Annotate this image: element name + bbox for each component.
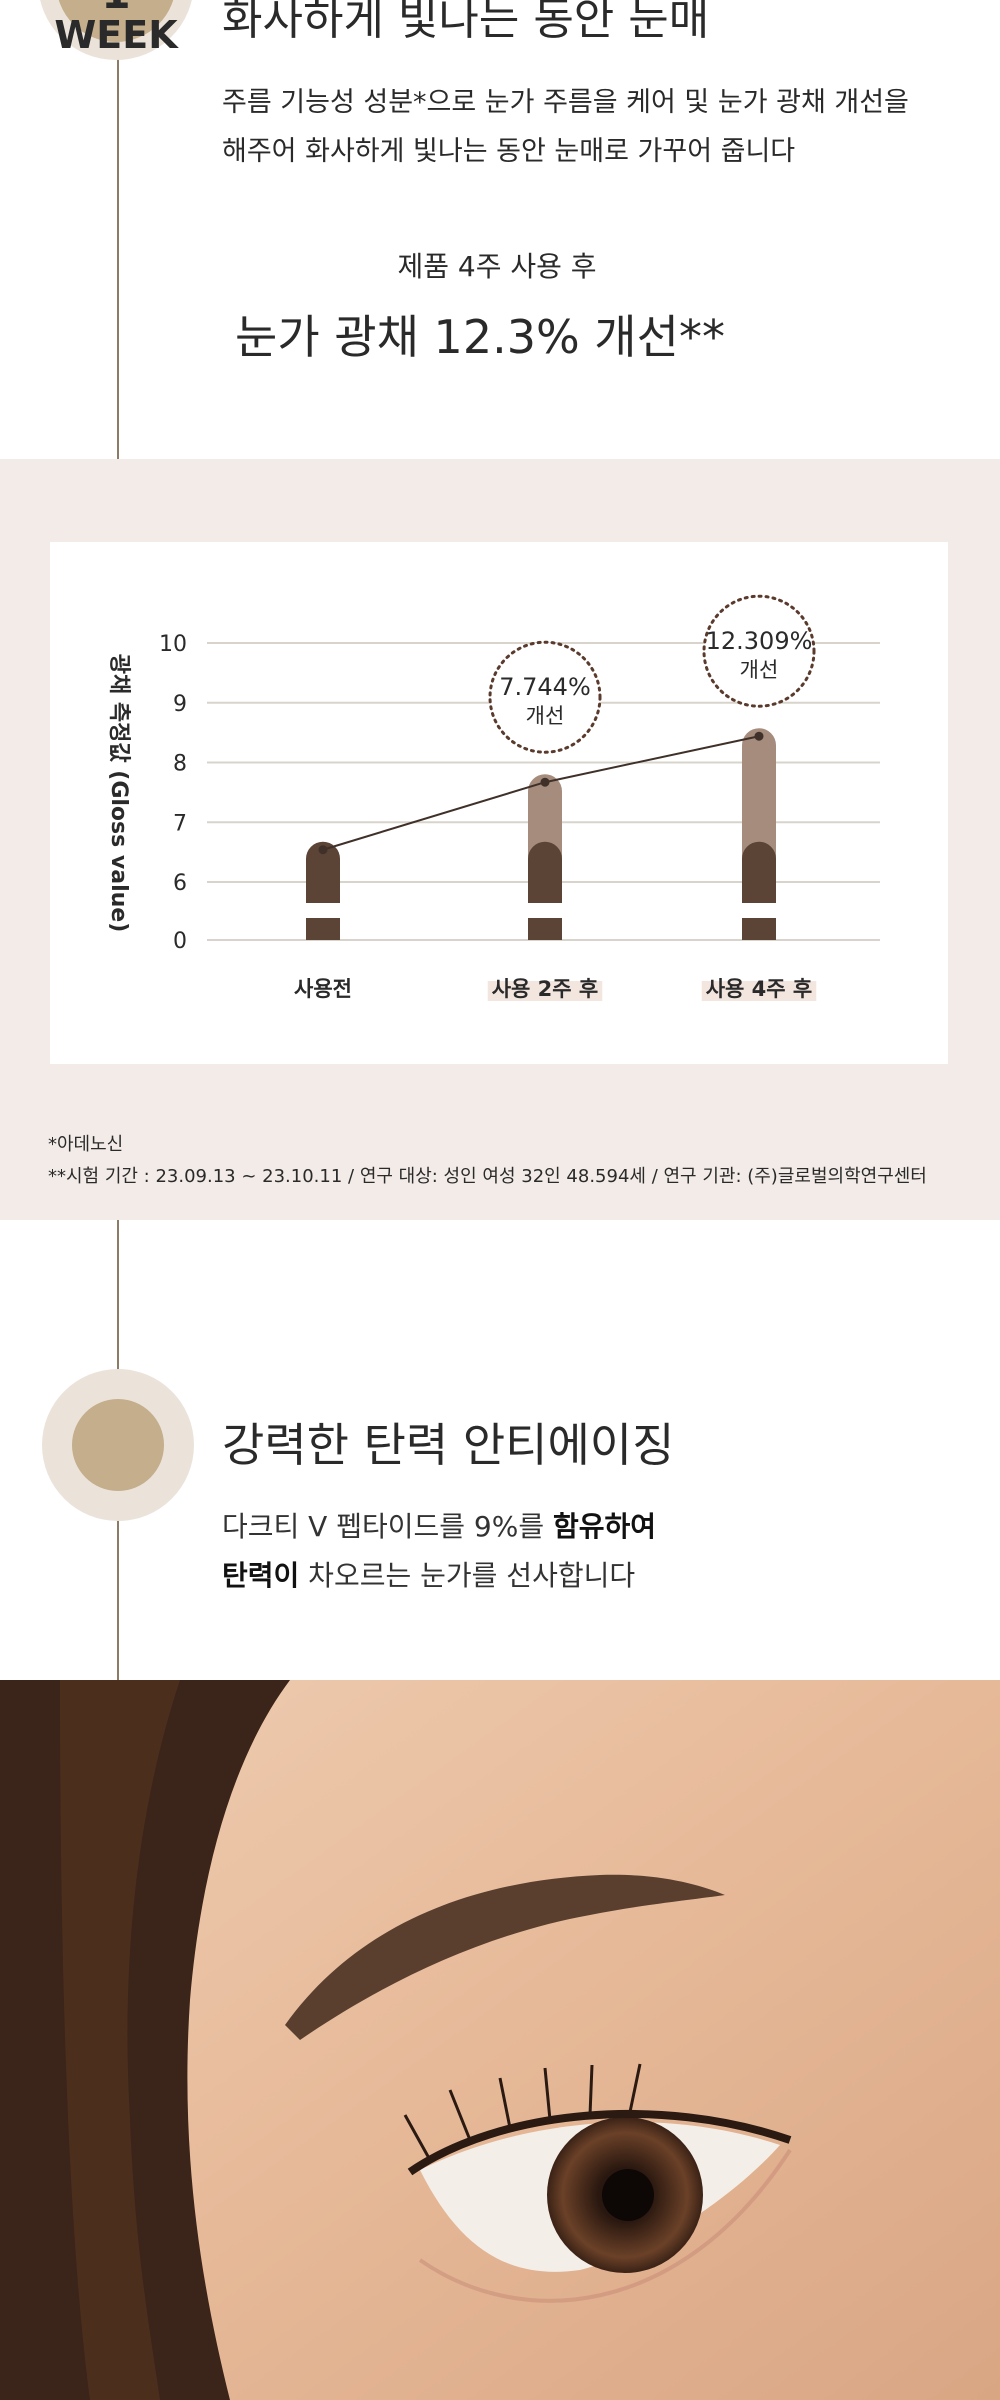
bar [306,841,340,903]
result-caption: 제품 4주 사용 후 [397,250,596,283]
callout-value: 12.309% [706,627,813,655]
text-segment: 함유하여 [553,1510,656,1543]
result-headline: 눈가 광채 12.3% 개선** [235,310,725,364]
point [540,777,550,787]
y-axis-label: 광채 측정값 (Gloss value) [106,654,131,933]
eye-photo [0,1680,1000,2400]
step-label: WEEK [54,13,179,57]
step-number: 1 [101,0,130,18]
y-tick-label: 0 [173,929,187,954]
point [318,845,328,855]
hero-title: 화사하게 빛나는 동안 눈매 [222,0,709,45]
footnote: **시험 기간 : 23.09.13 ~ 23.10.11 / 연구 대상: 성… [48,1166,927,1187]
x-tick-label: 사용 2주 후 [492,977,599,1001]
bar-stub [306,918,340,940]
hero-body: 해주어 화사하게 빛나는 동안 눈매로 가꾸어 줍니다 [222,136,795,167]
bar-base [528,841,562,903]
hero-body: 주름 기능성 성분*으로 눈가 주름을 케어 및 눈가 광채 개선을 [222,87,909,118]
point [754,731,764,741]
callout-text: 개선 [526,704,565,728]
text-segment: 차오르는 눈가를 선사합니다 [299,1559,635,1592]
bar-stub [528,918,562,940]
y-tick-label: 8 [173,752,187,777]
section-body: 탄력이 차오르는 눈가를 선사합니다 [222,1559,635,1592]
y-tick-label: 10 [159,632,187,657]
y-tick-label: 7 [173,811,187,836]
text-segment: 탄력이 [222,1559,299,1592]
footnote: *아데노신 [48,1134,123,1155]
bar-stub [742,918,776,940]
callout [488,640,602,754]
label-highlight [701,981,817,1001]
section-body: 다크티 V 펩타이드를 9%를 함유하여 [222,1510,656,1543]
text-segment: 다크티 V 펩타이드를 9%를 [222,1510,553,1543]
bar-base [742,841,776,903]
step-badge-inner [58,0,174,42]
x-tick-label: 사용전 [294,977,352,1001]
y-tick-label: 6 [173,871,187,896]
section-title: 강력한 탄력 안티에이징 [222,1418,674,1472]
callout-text: 개선 [740,658,779,682]
chart: 10 9 8 7 6 0 광채 측정값 (Gloss value) 사용전 사용 2주 후 사용 … [106,594,880,1001]
y-tick-label: 9 [173,692,187,717]
step-badge-inner [72,1399,164,1491]
x-tick-label: 사용 4주 후 [706,977,813,1001]
callout [702,594,816,708]
label-highlight [487,981,603,1001]
callout-value: 7.744% [499,673,591,701]
